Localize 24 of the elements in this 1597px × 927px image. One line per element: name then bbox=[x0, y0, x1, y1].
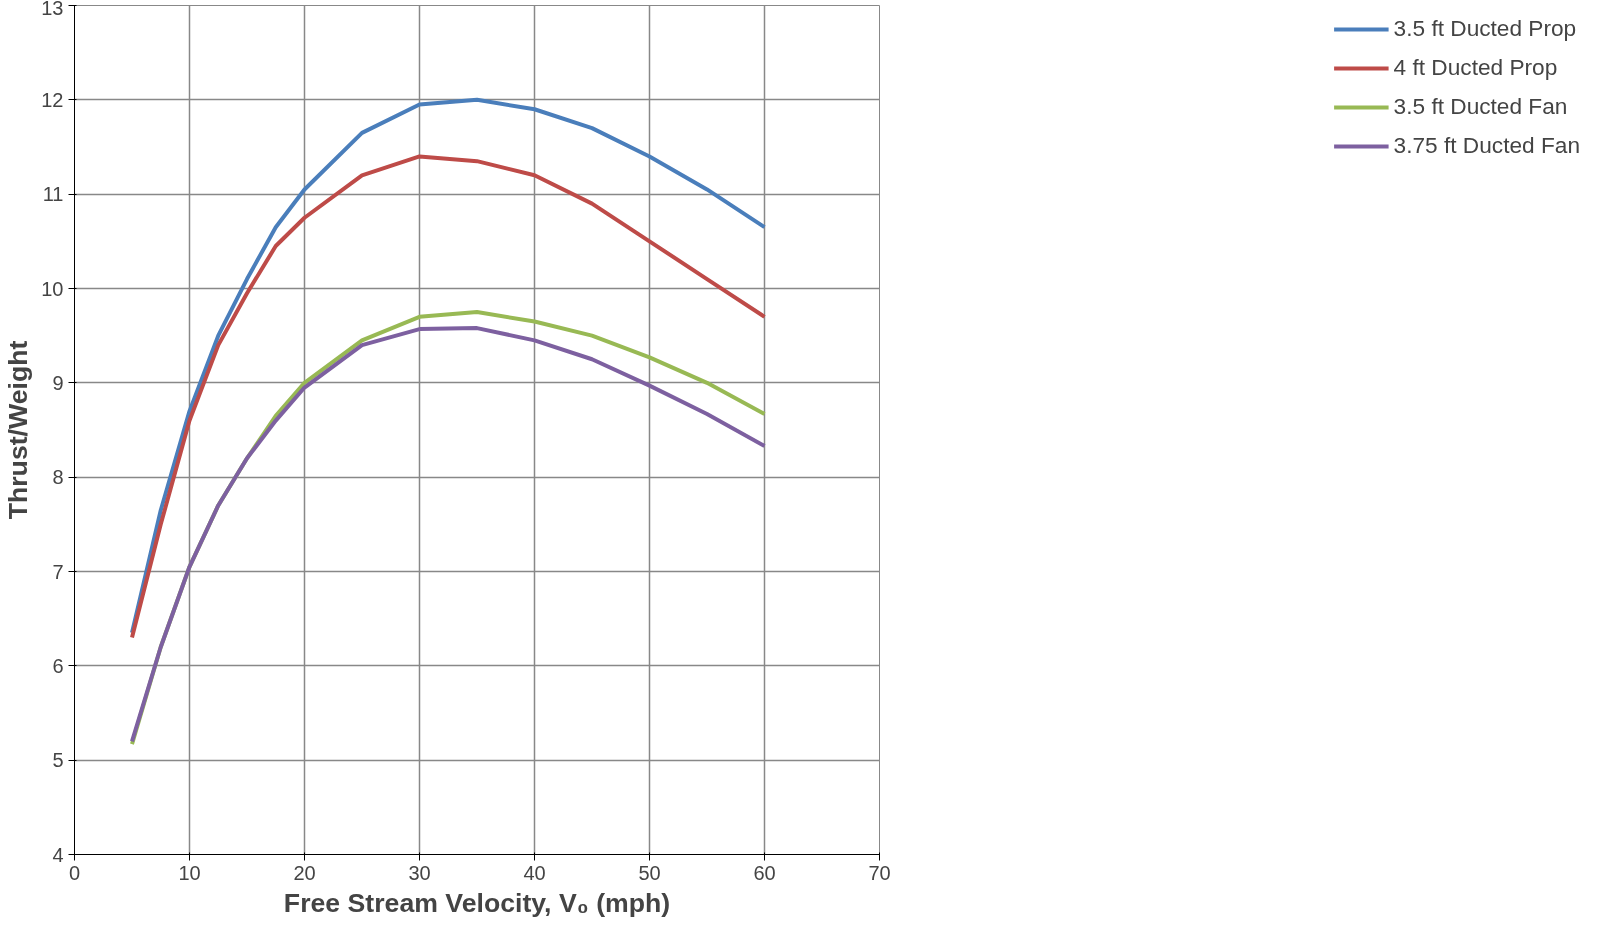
legend-label: 3.5 ft Ducted Prop bbox=[1393, 15, 1577, 42]
y-tick-label: 13 bbox=[41, 0, 64, 19]
y-tick-label: 12 bbox=[41, 88, 64, 111]
x-tick-label: 10 bbox=[178, 861, 201, 884]
y-tick-label: 9 bbox=[52, 371, 64, 394]
x-tick-label: 20 bbox=[293, 861, 316, 884]
y-tick-label: 5 bbox=[52, 749, 64, 772]
legend-label: 3.5 ft Ducted Fan bbox=[1393, 93, 1568, 120]
y-axis-title: Thrust/Weight bbox=[3, 340, 34, 520]
legend-label: 3.75 ft Ducted Fan bbox=[1393, 132, 1580, 159]
x-tick-label: 70 bbox=[868, 861, 891, 884]
y-tick-label: 7 bbox=[52, 560, 64, 583]
y-tick-label: 8 bbox=[52, 466, 64, 489]
x-tick-label: 60 bbox=[753, 861, 776, 884]
y-tick-label: 6 bbox=[52, 654, 64, 677]
y-tick-label: 4 bbox=[52, 843, 64, 866]
x-axis-title: Free Stream Velocity, V₀ (mph) bbox=[283, 887, 671, 918]
legend-label: 4 ft Ducted Prop bbox=[1393, 54, 1558, 81]
y-tick-label: 10 bbox=[41, 277, 64, 300]
x-tick-label: 30 bbox=[408, 861, 431, 884]
x-tick-label: 40 bbox=[523, 861, 546, 884]
x-tick-label: 0 bbox=[68, 861, 81, 884]
x-tick-label: 50 bbox=[638, 861, 661, 884]
y-tick-label: 11 bbox=[42, 183, 64, 206]
